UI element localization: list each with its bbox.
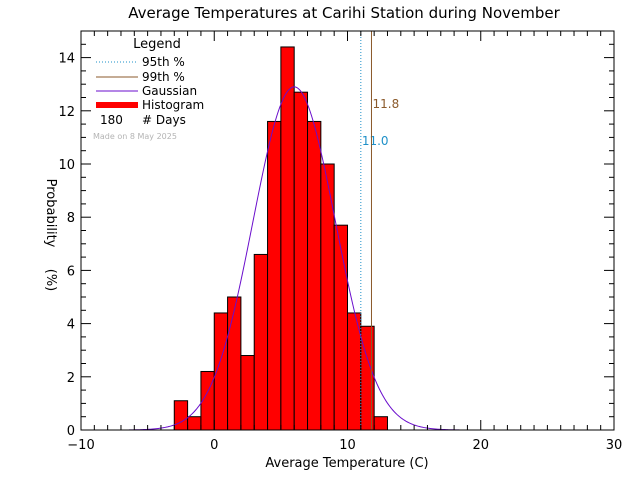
made-on-note: Made on 8 May 2025 <box>93 132 177 141</box>
legend-label-95th: 95th % <box>142 55 185 69</box>
percentile-value-label: 11.0 <box>362 134 389 148</box>
x-tick-label: 0 <box>210 438 218 453</box>
y-axis-unit: (%) <box>43 269 58 292</box>
percentile-lines: 11.0 11.8 <box>360 31 399 430</box>
y-tick-label: 8 <box>67 211 75 226</box>
histogram-bar <box>360 325 375 431</box>
y-tick-label: 2 <box>67 371 75 386</box>
legend-label-gaussian: Gaussian <box>142 84 197 98</box>
histogram-bar <box>267 120 282 431</box>
legend-label-99th: 99th % <box>142 70 185 84</box>
y-tick-label: 0 <box>67 424 75 439</box>
y-tick-label: 12 <box>58 105 75 120</box>
chart-title: Average Temperatures at Carihi Station d… <box>128 4 560 22</box>
y-axis: 0 2 4 6 8 10 12 14 <box>58 30 614 439</box>
histogram-bar <box>187 416 202 431</box>
x-tick-label: 30 <box>606 438 623 453</box>
y-tick-label: 6 <box>67 264 75 279</box>
histogram-bar <box>280 46 295 431</box>
x-axis: −10 0 10 20 30 <box>67 31 622 453</box>
percentile-value-label: 11.8 <box>372 97 399 111</box>
histogram-bar <box>253 253 269 431</box>
histogram-bar <box>293 91 309 431</box>
x-tick-label: 10 <box>339 438 356 453</box>
y-tick-label: 4 <box>67 318 75 333</box>
histogram-bar <box>333 224 348 431</box>
histogram-bar <box>227 296 242 431</box>
x-axis-label: Average Temperature (C) <box>265 456 428 471</box>
legend-label-histogram: Histogram <box>142 98 204 112</box>
histogram-bar <box>173 400 189 431</box>
legend-days-count: 180 <box>100 113 123 127</box>
legend-title: Legend <box>133 37 181 52</box>
histogram-bar <box>307 120 322 431</box>
x-tick-label: 20 <box>472 438 489 453</box>
y-tick-label: 14 <box>58 52 75 67</box>
legend-days-label: # Days <box>142 113 186 127</box>
y-tick-label: 10 <box>58 158 75 173</box>
x-tick-label: −10 <box>67 438 94 453</box>
y-axis-label: Probability <box>43 179 58 248</box>
legend: Legend 95th % 99th % Gaussian Histogram … <box>93 37 204 141</box>
histogram-bar <box>373 416 388 431</box>
histogram-bar <box>240 355 255 431</box>
gaussian-curve <box>128 86 460 431</box>
